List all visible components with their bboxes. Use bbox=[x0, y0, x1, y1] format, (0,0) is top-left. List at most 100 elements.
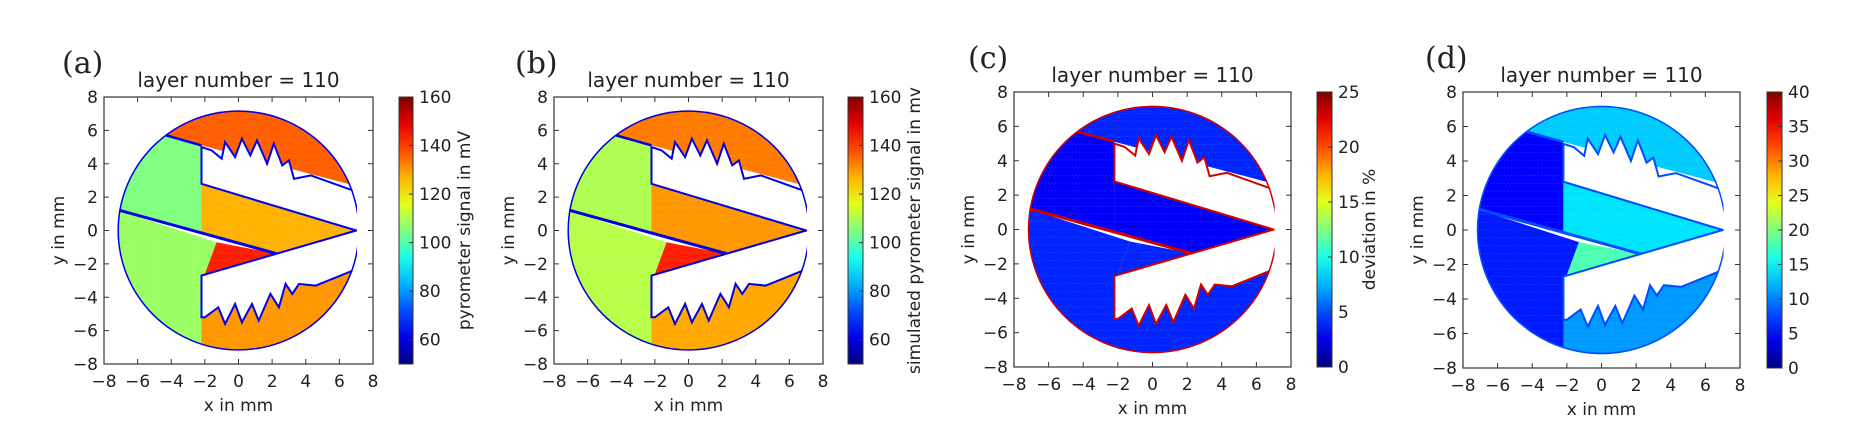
x-tick-label: −2 bbox=[192, 372, 217, 392]
scan-boundary-line bbox=[1526, 130, 1564, 144]
x-tick-label: −4 bbox=[1520, 376, 1545, 396]
colorbar-tick-label: 15 bbox=[1338, 193, 1360, 213]
cutout-lower bbox=[200, 229, 360, 327]
cutout-lower bbox=[1562, 229, 1727, 330]
colorbar-tick-label: 120 bbox=[869, 185, 901, 205]
x-tick-label: 2 bbox=[1182, 375, 1193, 395]
x-tick-label: 8 bbox=[1286, 375, 1297, 395]
panel-title: layer number = 110 bbox=[587, 68, 789, 92]
y-tick-label: 4 bbox=[1446, 152, 1457, 172]
colorbar-tick-label: 140 bbox=[419, 137, 451, 157]
panel-a: −8−8 −6 −6 −4 −4 −2 −2 0 0 2 2 4 4 6 6 8 8 x in mm y in mm… bbox=[49, 46, 475, 416]
y-tick-label: −4 bbox=[983, 289, 1008, 309]
colorbar-tick-label: 80 bbox=[869, 282, 891, 302]
x-tick-label: 2 bbox=[717, 372, 728, 392]
x-axis-label: x in mm bbox=[204, 396, 274, 416]
y-tick-label: 0 bbox=[87, 222, 98, 242]
x-tick-label: 8 bbox=[368, 372, 379, 392]
x-tick-label: −8 bbox=[1450, 376, 1475, 396]
x-tick-label: −6 bbox=[1036, 375, 1061, 395]
y-tick-label: −6 bbox=[1432, 325, 1457, 345]
cutout-gap bbox=[1723, 187, 1744, 273]
y-axis-label: y in mm bbox=[49, 196, 69, 266]
scan-boundary-line bbox=[1077, 130, 1115, 144]
y-tick-label: 0 bbox=[1446, 221, 1457, 241]
colorbar-tick-label: 100 bbox=[869, 234, 901, 254]
colorbar bbox=[398, 96, 414, 365]
colorbar-tick-label: 0 bbox=[1788, 359, 1799, 379]
y-axis-label: y in mm bbox=[959, 195, 979, 265]
colorbar-tick-label: 30 bbox=[1788, 152, 1810, 172]
y-axis-label: y in mm bbox=[499, 196, 519, 266]
x-tick-label: 8 bbox=[1735, 376, 1746, 396]
y-tick-label: −2 bbox=[1432, 256, 1457, 276]
y-tick-label: 0 bbox=[997, 221, 1008, 241]
colorbar-tick-label: 5 bbox=[1338, 303, 1349, 323]
y-tick-label: −4 bbox=[73, 288, 98, 308]
x-tick-label: 6 bbox=[1700, 376, 1711, 396]
x-axis-label: x in mm bbox=[1118, 399, 1188, 419]
y-tick-label: −8 bbox=[1432, 359, 1457, 379]
y-tick-label: −6 bbox=[983, 324, 1008, 344]
x-tick-label: 6 bbox=[334, 372, 345, 392]
y-axis-label: y in mm bbox=[1408, 195, 1428, 265]
region-wedge bbox=[1563, 181, 1723, 255]
colorbar-tick-label: 160 bbox=[419, 88, 451, 108]
part-heatmap bbox=[567, 110, 810, 351]
part-heatmap bbox=[117, 110, 360, 351]
x-tick-label: −2 bbox=[1105, 375, 1130, 395]
cutout-gap bbox=[1274, 187, 1295, 272]
colorbar-tick-label: 20 bbox=[1788, 221, 1810, 241]
x-tick-label: −2 bbox=[1554, 376, 1579, 396]
y-tick-label: 2 bbox=[537, 188, 548, 208]
region-lower-triangle bbox=[1117, 241, 1193, 275]
panel-title: layer number = 110 bbox=[1051, 63, 1253, 87]
y-tick-label: −8 bbox=[73, 355, 98, 375]
y-tick-label: −4 bbox=[1432, 290, 1457, 310]
region-lower-triangle bbox=[204, 242, 278, 274]
panel-title: layer number = 110 bbox=[1500, 63, 1702, 87]
y-tick-label: 0 bbox=[537, 222, 548, 242]
y-tick-label: 4 bbox=[87, 155, 98, 175]
x-tick-label: −4 bbox=[609, 372, 634, 392]
colorbar-tick-label: 40 bbox=[1788, 83, 1810, 103]
y-tick-label: −6 bbox=[523, 322, 548, 342]
y-tick-label: 4 bbox=[997, 152, 1008, 172]
x-tick-label: −8 bbox=[1001, 375, 1026, 395]
y-tick-label: 8 bbox=[537, 88, 548, 108]
x-tick-label: −4 bbox=[1071, 375, 1096, 395]
y-tick-label: 8 bbox=[87, 88, 98, 108]
part-heatmap bbox=[1476, 105, 1727, 355]
y-tick-label: −2 bbox=[73, 255, 98, 275]
y-tick-label: 8 bbox=[1446, 83, 1457, 103]
x-tick-label: −4 bbox=[159, 372, 184, 392]
y-tick-label: 4 bbox=[537, 155, 548, 175]
y-tick-label: 6 bbox=[537, 121, 548, 141]
x-axis-label: x in mm bbox=[1567, 400, 1637, 420]
x-tick-label: 4 bbox=[750, 372, 761, 392]
cutout-upper bbox=[1562, 132, 1727, 231]
x-tick-label: 6 bbox=[784, 372, 795, 392]
scan-boundary-line bbox=[567, 207, 728, 256]
cutout-upper bbox=[650, 136, 810, 232]
x-tick-label: 4 bbox=[1216, 375, 1227, 395]
y-tick-label: 2 bbox=[87, 188, 98, 208]
y-tick-label: 2 bbox=[1446, 187, 1457, 207]
panel-title: layer number = 110 bbox=[137, 68, 339, 92]
y-tick-label: 8 bbox=[997, 83, 1008, 103]
y-tick-label: −8 bbox=[523, 355, 548, 375]
cutout-lower bbox=[650, 229, 810, 327]
cutout-upper bbox=[1113, 132, 1278, 231]
colorbar-tick-label: 60 bbox=[869, 331, 891, 351]
panel-label: (a) bbox=[62, 46, 103, 81]
x-axis-label: x in mm bbox=[654, 396, 724, 416]
cutout-upper bbox=[200, 136, 360, 232]
region-wedge bbox=[651, 183, 807, 254]
colorbar-tick-label: 0 bbox=[1338, 358, 1349, 378]
y-tick-label: 6 bbox=[1446, 118, 1457, 138]
colorbar-tick-label: 60 bbox=[419, 331, 441, 351]
x-tick-label: −6 bbox=[1485, 376, 1510, 396]
scan-boundary-line bbox=[117, 207, 278, 256]
x-tick-label: 6 bbox=[1251, 375, 1262, 395]
